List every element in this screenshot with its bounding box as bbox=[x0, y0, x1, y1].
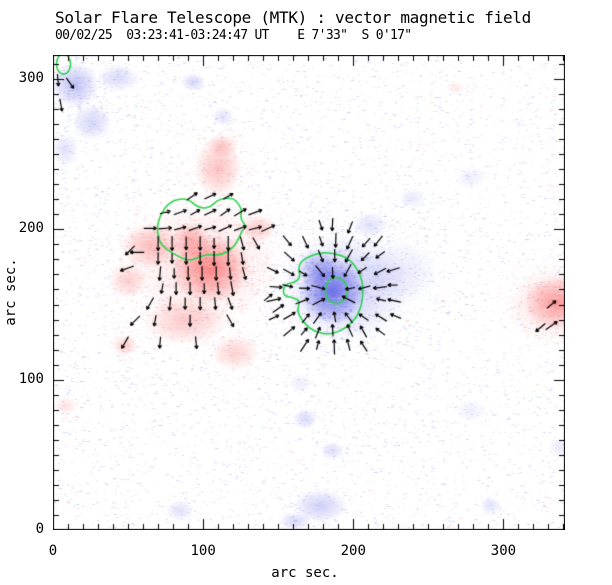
plot-area bbox=[53, 55, 565, 530]
figure-subtitle: 00/02/25 03:23:41-03:24:47 UT E 7'33" S … bbox=[55, 28, 412, 43]
x-axis-label: arc sec. bbox=[271, 565, 339, 581]
y-tick-label: 300 bbox=[18, 70, 44, 87]
x-tick-label: 200 bbox=[340, 543, 366, 559]
y-axis-label: arc sec. bbox=[3, 258, 19, 326]
y-tick-label: 200 bbox=[18, 220, 44, 237]
y-tick-label: 0 bbox=[35, 521, 44, 537]
x-tick-label: 300 bbox=[490, 543, 517, 559]
figure-title: Solar Flare Telescope (MTK) : vector mag… bbox=[55, 8, 531, 27]
y-tick-label: 100 bbox=[18, 370, 44, 387]
x-tick-label: 0 bbox=[48, 543, 58, 559]
magnetogram-canvas bbox=[53, 55, 565, 530]
x-tick-label: 100 bbox=[190, 543, 216, 559]
